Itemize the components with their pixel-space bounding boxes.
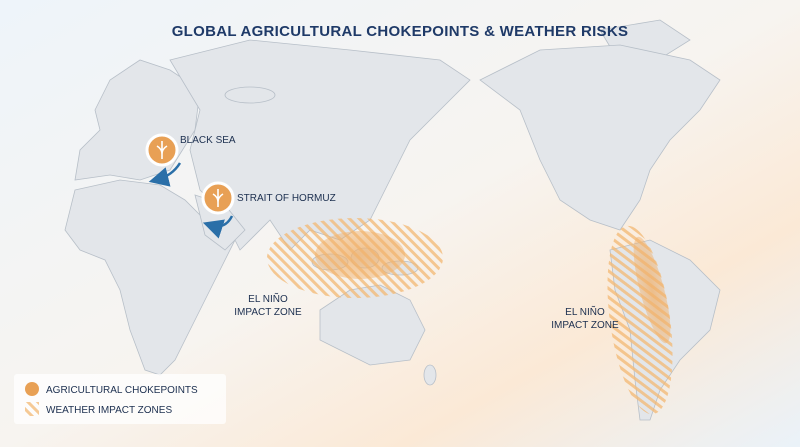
legend: AGRICULTURAL CHOKEPOINTS WEATHER IMPACT … xyxy=(14,374,226,424)
title: GLOBAL AGRICULTURAL CHOKEPOINTS & WEATHE… xyxy=(172,23,629,40)
legend-label: AGRICULTURAL CHOKEPOINTS xyxy=(46,385,198,396)
arrow xyxy=(148,162,182,187)
core-zone xyxy=(315,231,405,279)
zone-label: EL NIÑO xyxy=(248,292,288,305)
core-zone xyxy=(633,236,671,344)
wheat-icon xyxy=(156,141,168,159)
chokepoint-markers: BLACK SEA STRAIT OF HORMUZ xyxy=(145,133,336,239)
legend-swatch xyxy=(25,402,39,416)
arrow xyxy=(202,215,234,239)
wheat-icon xyxy=(212,189,224,207)
legend-swatch xyxy=(25,382,39,396)
africa xyxy=(64,179,236,376)
zone-label: EL NIÑO xyxy=(565,305,605,318)
north-america xyxy=(479,44,721,231)
zone-labels: EL NIÑO IMPACT ZONE EL NIÑO IMPACT ZONE xyxy=(234,292,619,331)
island xyxy=(224,86,276,104)
island xyxy=(423,364,437,386)
zone-label: IMPACT ZONE xyxy=(234,307,302,318)
legend-box xyxy=(14,374,226,424)
impact-zones xyxy=(267,218,673,415)
chokepoint-label: BLACK SEA xyxy=(180,135,236,146)
legend-label: WEATHER IMPACT ZONES xyxy=(46,405,172,416)
chokepoint-label: STRAIT OF HORMUZ xyxy=(237,193,336,204)
zone-label: IMPACT ZONE xyxy=(551,320,619,331)
